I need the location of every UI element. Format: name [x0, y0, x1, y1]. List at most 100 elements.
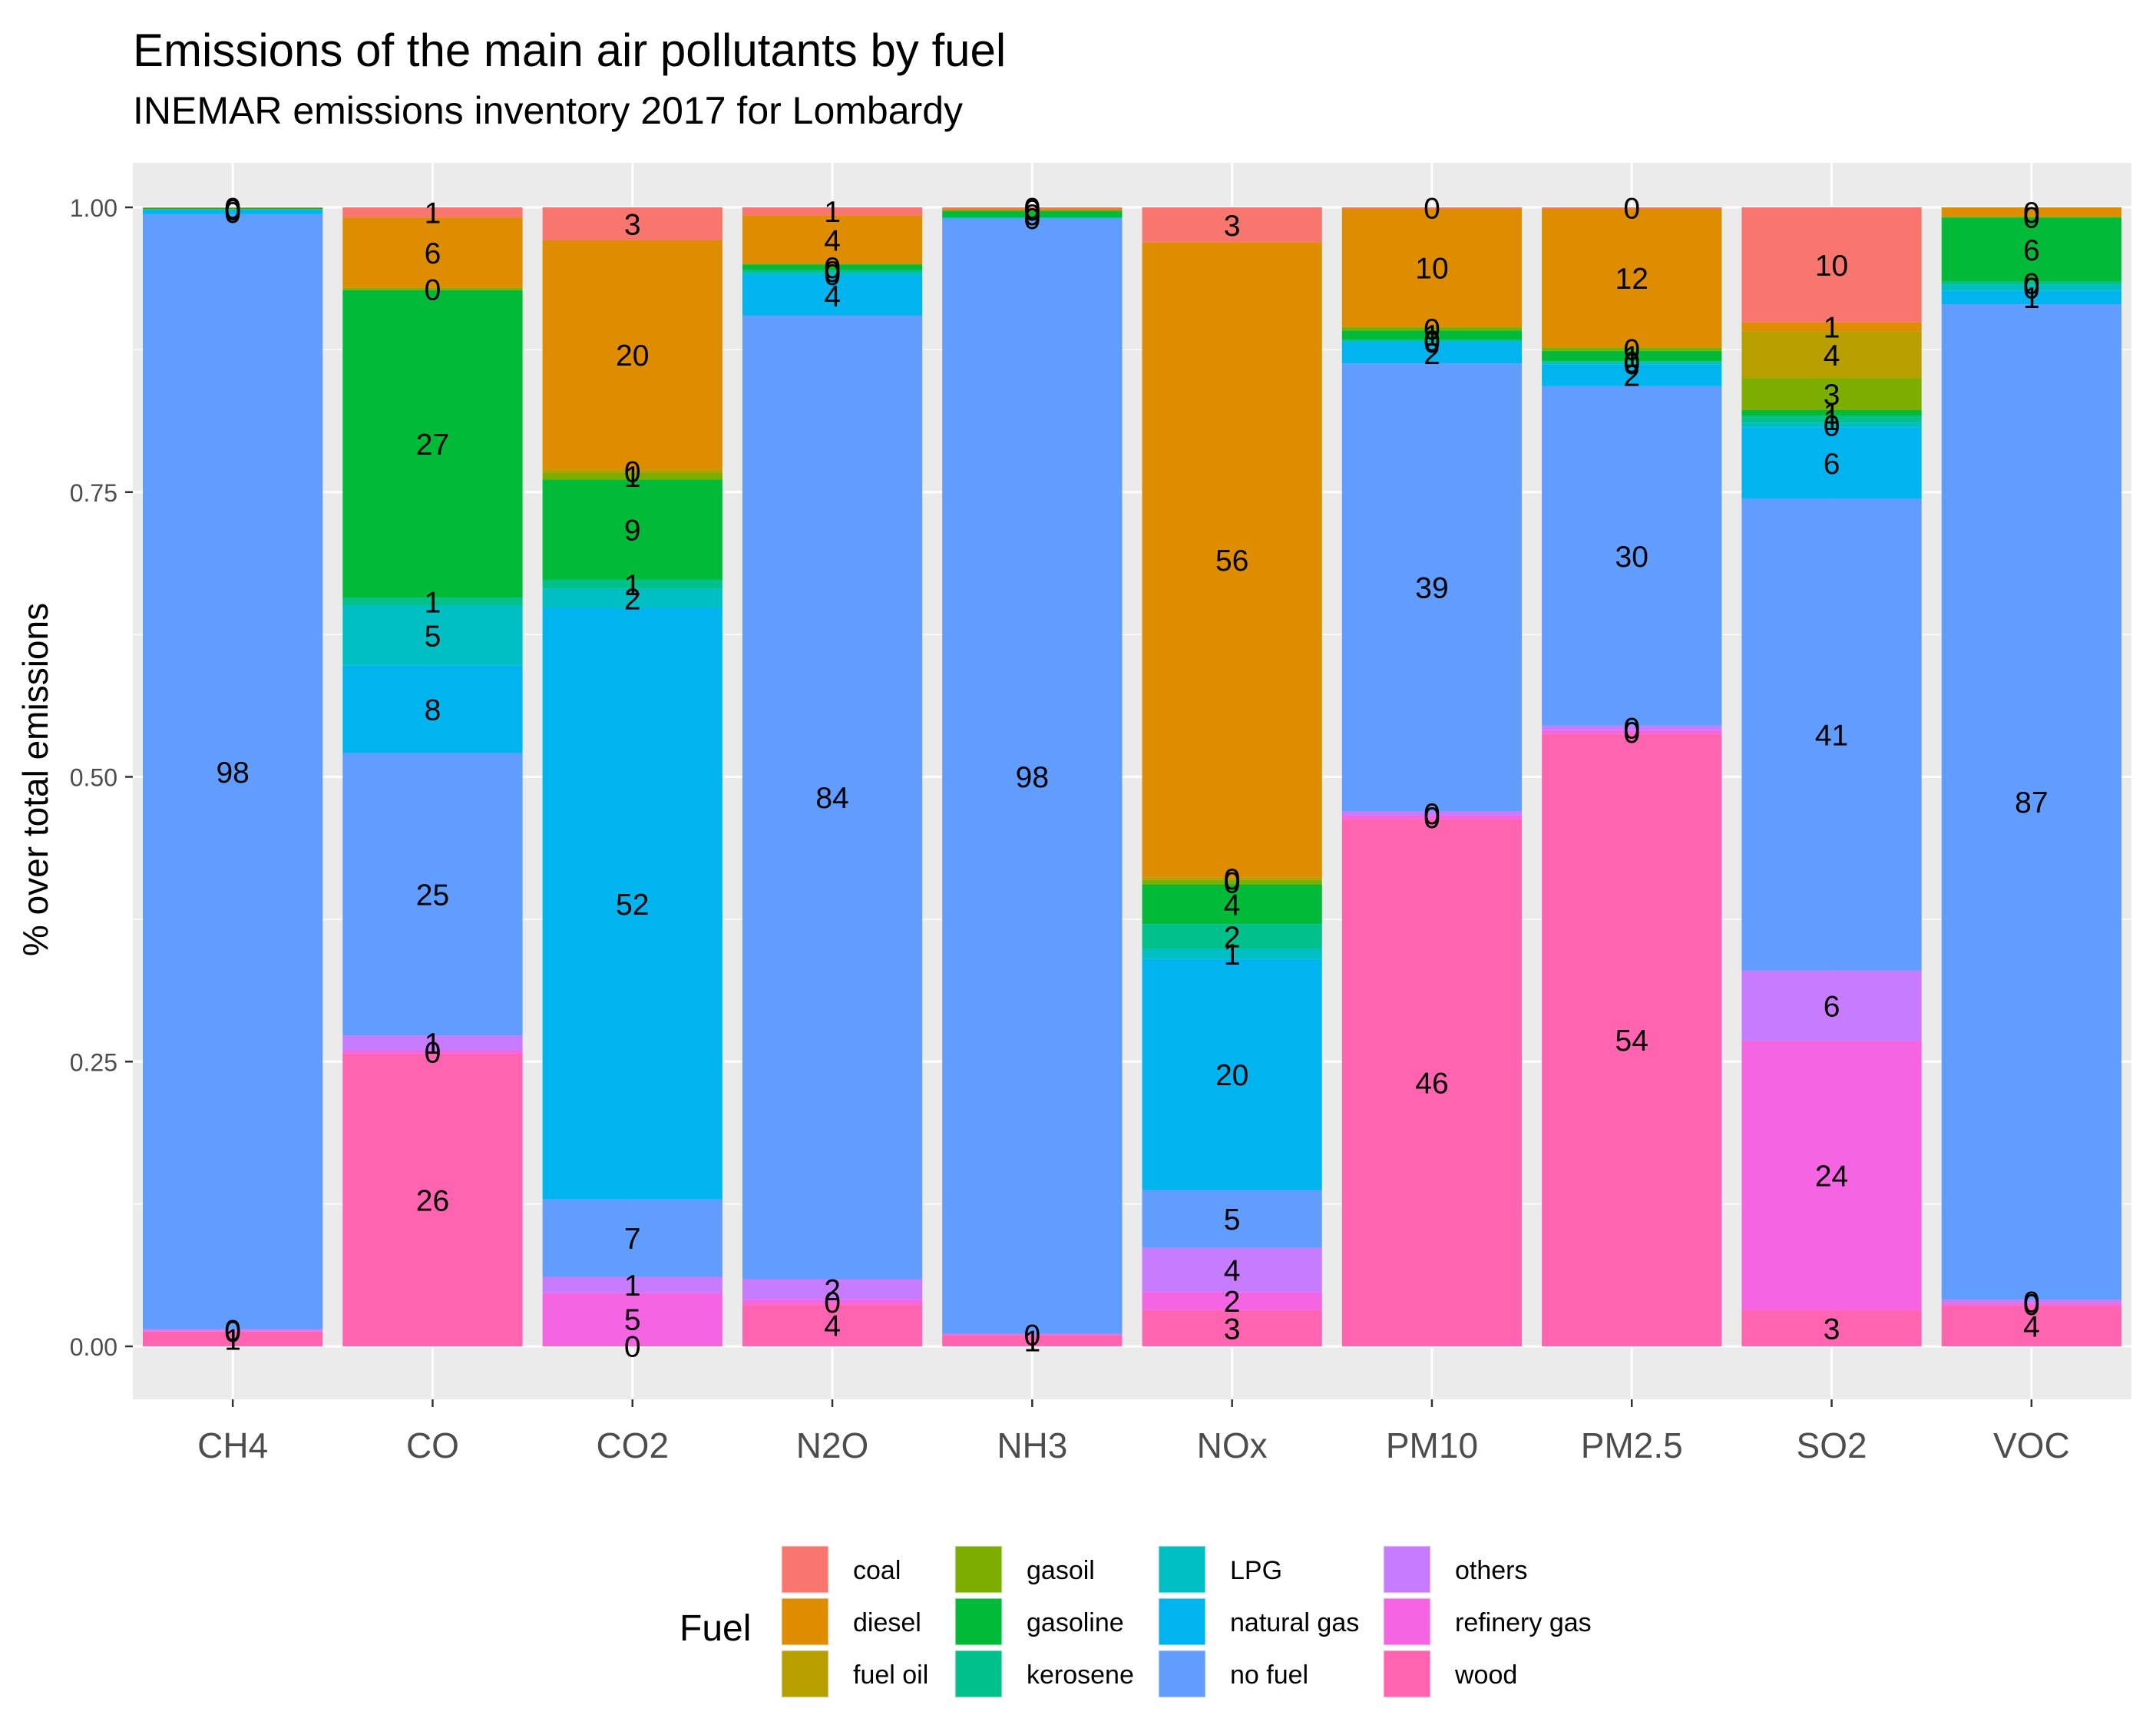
bar-label-pm10-kerosene: 0: [1424, 325, 1440, 358]
bar-segment-nh3-gasoline: [942, 210, 1123, 218]
bar-label-voc-gasoline: 6: [2023, 234, 2040, 267]
bar-segment-nox-gasoil: [1142, 879, 1322, 885]
legend-swatch-others: [1384, 1546, 1430, 1593]
bar-label-ch4-gasoline: 0: [224, 193, 241, 226]
bar-label-so2-kerosene: 1: [1824, 404, 1840, 437]
bar-label-ch4-no-fuel: 98: [216, 757, 249, 790]
legend-title: Fuel: [680, 1608, 751, 1649]
bar-label-pm10-lpg: 0: [1424, 326, 1440, 359]
bar-segment-pm2-5-diesel: [1542, 208, 1722, 348]
bar-label-nh3-coal: 0: [1023, 193, 1040, 226]
bar-label-pm10-no-fuel: 39: [1415, 572, 1448, 605]
bar-label-nox-lpg: 1: [1224, 939, 1241, 972]
bar-label-pm2-5-others: 0: [1623, 713, 1640, 746]
bar-segment-co-lpg: [342, 605, 523, 666]
bar-segment-ch4-refinery-gas: [143, 1330, 323, 1332]
bar-label-voc-wood: 4: [2023, 1310, 2040, 1343]
bar-segment-so2-gasoil: [1741, 378, 1922, 410]
bar-label-co-diesel: 6: [425, 237, 441, 270]
legend-swatch-gasoline: [955, 1598, 1002, 1645]
y-axis: 0.00 0.25 0.50 0.75 1.00: [70, 194, 133, 1361]
legend-label-gasoline: gasoline: [1027, 1608, 1124, 1637]
bar-label-co-kerosene: 1: [425, 586, 441, 619]
bar-label-nox-natural-gas: 20: [1215, 1059, 1248, 1092]
bar-segment-co2-fuel-oil: [542, 469, 723, 473]
x-tick-label-nox: NOx: [1197, 1425, 1268, 1465]
bar-segment-nh3-coal: [942, 207, 1123, 209]
bar-label-voc-gasoil: 0: [2023, 202, 2040, 235]
bar-segment-nox-lpg: [1142, 949, 1322, 959]
bar-label-nox-kerosene: 2: [1224, 921, 1241, 954]
y-tick-label: 0.75: [70, 479, 117, 507]
bar-label-co2-wood: 0: [624, 1330, 641, 1363]
bar-segment-n2o-others: [742, 1279, 923, 1300]
bar-segment-n2o-coal: [742, 207, 923, 216]
legend-swatch-no-fuel: [1159, 1650, 1205, 1697]
legend-label-others: others: [1455, 1556, 1528, 1585]
bar-segment-nox-no-fuel: [1142, 1190, 1322, 1248]
y-tick-label: 1.00: [70, 194, 117, 222]
legend-label-coal: coal: [853, 1556, 901, 1585]
bar-label-co-others: 1: [425, 1028, 441, 1061]
bar-label-nox-diesel: 56: [1215, 545, 1248, 578]
bar-label-pm10-refinery-gas: 0: [1424, 802, 1440, 835]
bar-segment-pm2-5-wood: [1542, 733, 1722, 1346]
bar-segment-so2-fuel-oil: [1741, 331, 1922, 379]
bar-label-co2-others: 1: [624, 1270, 641, 1303]
legend-label-refinery-gas: refinery gas: [1455, 1608, 1592, 1637]
bar-segment-co-no-fuel: [342, 753, 523, 1036]
bar-label-nh3-diesel: 0: [1023, 194, 1040, 227]
bar-label-nh3-wood: 1: [1023, 1326, 1040, 1359]
y-axis-title: % over total emissions: [15, 603, 55, 956]
bar-segment-pm10-coal: [1341, 207, 1523, 209]
x-tick-label-so2: SO2: [1797, 1425, 1867, 1465]
bar-label-pm10-natural-gas: 2: [1424, 338, 1440, 371]
bar-segment-nox-coal: [1142, 207, 1322, 243]
bar-segment-ch4-others: [143, 1329, 323, 1331]
legend-swatch-wood: [1384, 1650, 1430, 1697]
bar-label-ch4-diesel: 0: [224, 192, 241, 225]
bar-label-n2o-kerosene: 0: [824, 256, 841, 289]
bar-label-co2-fuel-oil: 0: [624, 455, 641, 488]
bar-label-co2-natural-gas: 52: [616, 889, 649, 922]
bar-label-ch4-others: 0: [224, 1314, 241, 1347]
bar-segment-voc-kerosene: [1941, 281, 2121, 285]
legend-swatch-lpg: [1159, 1546, 1205, 1593]
bar-segment-co-coal: [342, 207, 523, 218]
bar-segment-ch4-gasoline: [143, 207, 323, 210]
bar-segment-co2-refinery-gas: [542, 1293, 723, 1346]
bar-segment-n2o-natural-gas: [742, 275, 923, 316]
bar-label-nh3-gasoline: 0: [1023, 199, 1040, 232]
bar-label-nox-gasoil: 0: [1224, 867, 1241, 900]
legend-swatch-fuel-oil: [782, 1650, 828, 1697]
bar-label-so2-others: 6: [1824, 991, 1840, 1024]
bar-label-pm2-5-natural-gas: 2: [1623, 360, 1640, 393]
bar-segment-so2-diesel: [1741, 322, 1922, 332]
bar-label-nox-wood: 3: [1224, 1313, 1241, 1346]
bar-segment-pm2-5-no-fuel: [1542, 386, 1722, 726]
bar-label-so2-diesel: 1: [1824, 312, 1840, 345]
bar-segment-co2-diesel: [542, 240, 723, 470]
bars: [143, 207, 2121, 1346]
bar-label-pm10-gasoil: 0: [1424, 313, 1440, 346]
bar-segment-pm10-others: [1341, 810, 1523, 816]
bar-segment-voc-refinery-gas: [1941, 1303, 2121, 1306]
bar-segment-nh3-refinery-gas: [942, 1333, 1123, 1336]
bar-segment-pm2-5-natural-gas: [1542, 364, 1722, 386]
bar-label-so2-fuel-oil: 4: [1824, 339, 1840, 372]
bar-segment-pm2-5-gasoil: [1542, 347, 1722, 351]
bar-segment-nh3-diesel: [942, 208, 1123, 211]
bar-segment-ch4-no-fuel: [143, 214, 323, 1329]
bar-segment-n2o-diesel: [742, 215, 923, 265]
bar-label-co-gasoil: 0: [425, 273, 441, 306]
bar-segment-so2-coal: [1741, 207, 1922, 323]
bar-segment-co2-kerosene: [542, 579, 723, 589]
bar-segment-ch4-natural-gas: [143, 209, 323, 214]
bar-segment-co-gasoline: [342, 290, 523, 598]
bar-segment-nox-diesel: [1142, 242, 1322, 878]
legend-label-no-fuel: no fuel: [1230, 1660, 1308, 1690]
bar-segment-n2o-lpg: [742, 272, 923, 276]
x-tick-label-voc: VOC: [1993, 1425, 2070, 1465]
bar-segment-n2o-gasoline: [742, 264, 923, 270]
bar-label-n2o-no-fuel: 84: [815, 782, 848, 815]
